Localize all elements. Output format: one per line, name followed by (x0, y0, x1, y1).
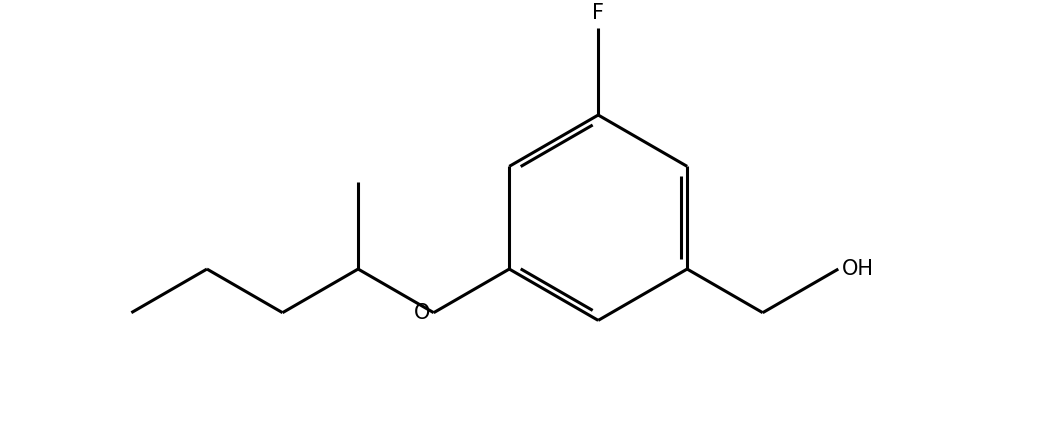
Text: F: F (593, 3, 604, 23)
Text: OH: OH (842, 259, 874, 279)
Text: O: O (413, 303, 430, 322)
